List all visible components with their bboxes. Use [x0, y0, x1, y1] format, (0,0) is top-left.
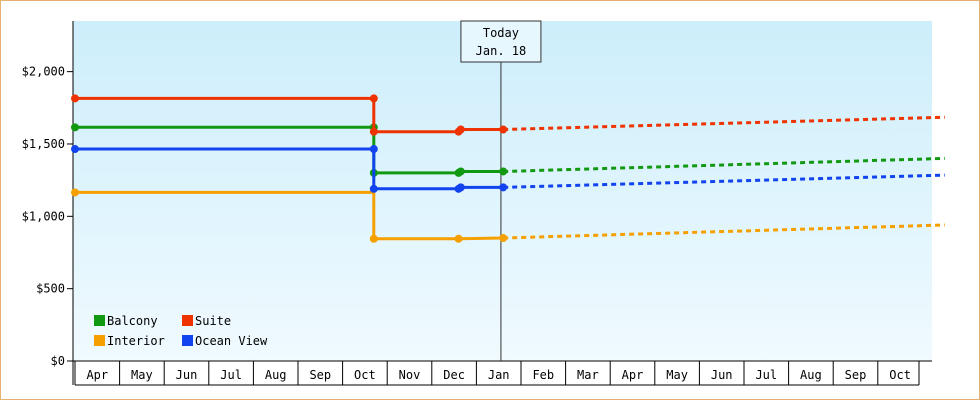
series-line-balcony — [75, 125, 504, 175]
x-tick-label: Feb — [532, 368, 554, 382]
series-lines — [71, 94, 945, 243]
series-point-suite — [71, 94, 79, 103]
y-tick-label: $0 — [51, 354, 65, 368]
series-point-suite — [456, 125, 465, 134]
series-point-ocean-view — [456, 183, 465, 192]
legend-swatch-interior — [94, 335, 105, 346]
legend-label-balcony: Balcony — [107, 314, 158, 328]
series-point-interior — [71, 188, 79, 197]
axes: $0 $500 $1,000 $1,500 $2,000 Apr May Jun Jul Aug S… — [22, 21, 932, 386]
series-point-ocean-view — [499, 183, 508, 192]
legend-label-suite: Suite — [195, 314, 231, 328]
legend: Balcony Suite Interior Ocean View — [94, 314, 268, 348]
legend-swatch-suite — [182, 315, 193, 326]
today-label: Today — [483, 26, 519, 40]
legend-swatch-ocean-view — [182, 335, 193, 346]
legend-label-ocean-view: Ocean View — [195, 334, 268, 348]
x-tick-label: Dec — [443, 368, 465, 382]
series-point-ocean-view — [71, 145, 79, 154]
series-point-interior — [454, 234, 463, 243]
x-tick-label: Aug — [265, 368, 287, 382]
series-line-ocean-view — [75, 147, 504, 191]
legend-label-interior: Interior — [107, 334, 165, 348]
x-tick-label: Jun — [711, 368, 733, 382]
y-tick-label: $1,500 — [22, 137, 65, 151]
y-tick-label: $500 — [36, 282, 65, 296]
series-point-suite — [499, 125, 508, 134]
x-tick-label: Aug — [800, 368, 822, 382]
series-line-suite — [75, 96, 504, 134]
today-date-label: Jan. 18 — [476, 44, 527, 58]
x-tick-label: Sep — [309, 368, 331, 382]
series-projection-interior — [503, 223, 945, 240]
series-point-balcony — [499, 167, 508, 176]
series-point-interior — [499, 234, 508, 243]
x-tick-label: Oct — [889, 368, 911, 382]
x-tick-label: May — [131, 368, 153, 382]
today-marker: Today Jan. 18 — [460, 20, 542, 361]
x-tick-label: Sep — [845, 368, 867, 382]
x-tick-label: Apr — [86, 368, 108, 382]
x-tick-label: Jul — [220, 368, 242, 382]
series-point-ocean-view — [369, 145, 378, 154]
x-tick-label: Jun — [176, 368, 198, 382]
x-tick-label: Oct — [354, 368, 376, 382]
series-projection-ocean-view — [503, 173, 945, 189]
series-point-suite — [369, 94, 378, 103]
x-tick-label: Jan — [488, 368, 510, 382]
x-tick-label: May — [666, 368, 688, 382]
today-box — [460, 20, 542, 63]
x-tick-label: Jul — [755, 368, 777, 382]
x-tick-label: Apr — [622, 368, 644, 382]
y-tick-label: $2,000 — [22, 65, 65, 79]
series-point-balcony — [456, 167, 465, 176]
legend-swatch-balcony — [94, 315, 105, 326]
series-point-interior — [369, 234, 378, 243]
y-tick-label: $1,000 — [22, 209, 65, 223]
series-projection-balcony — [503, 156, 945, 173]
series-point-ocean-view — [369, 184, 378, 193]
series-point-suite — [369, 127, 378, 136]
x-tick-label: Mar — [577, 368, 599, 382]
series-projection-suite — [503, 115, 945, 131]
x-tick-label: Nov — [399, 368, 421, 382]
series-point-balcony — [71, 123, 79, 132]
